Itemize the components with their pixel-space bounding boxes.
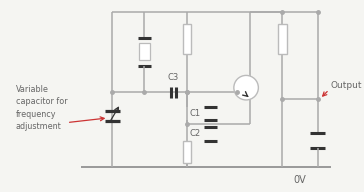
Bar <box>138 43 150 60</box>
Text: C3: C3 <box>168 73 179 82</box>
Text: C1: C1 <box>190 109 201 118</box>
Text: Output: Output <box>330 81 361 90</box>
Text: 0V: 0V <box>293 175 306 185</box>
Text: Variable
capacitor for
frequency
adjustment: Variable capacitor for frequency adjustm… <box>16 85 67 131</box>
Text: C2: C2 <box>190 129 201 138</box>
Bar <box>278 23 287 54</box>
Circle shape <box>234 75 258 100</box>
Bar <box>183 142 191 163</box>
Bar <box>183 23 191 54</box>
